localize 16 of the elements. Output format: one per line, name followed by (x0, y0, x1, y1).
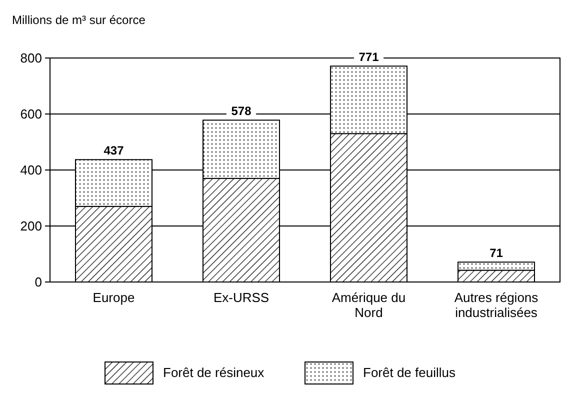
y-tick-label: 0 (34, 274, 42, 290)
x-tick-label: Amérique du Nord (332, 290, 406, 320)
y-tick-label: 200 (20, 218, 42, 234)
y-tick-label: 600 (20, 106, 42, 122)
x-tick-label: Ex-URSS (213, 290, 270, 305)
legend-label: Forêt de feuillus (363, 365, 456, 380)
y-axis-title: Millions de m³ sur écorce (12, 13, 146, 27)
x-tick-label: Europe (92, 290, 135, 305)
total-label: 771 (358, 50, 380, 64)
total-label: 437 (104, 144, 124, 158)
y-tick-label: 800 (20, 50, 42, 66)
legend-label: Forêt de résineux (163, 365, 265, 380)
x-tick-label: Autres régions industrialisées (454, 290, 539, 320)
total-label: 71 (490, 246, 504, 260)
total-label: 578 (231, 104, 252, 118)
y-tick-label: 400 (20, 162, 42, 178)
